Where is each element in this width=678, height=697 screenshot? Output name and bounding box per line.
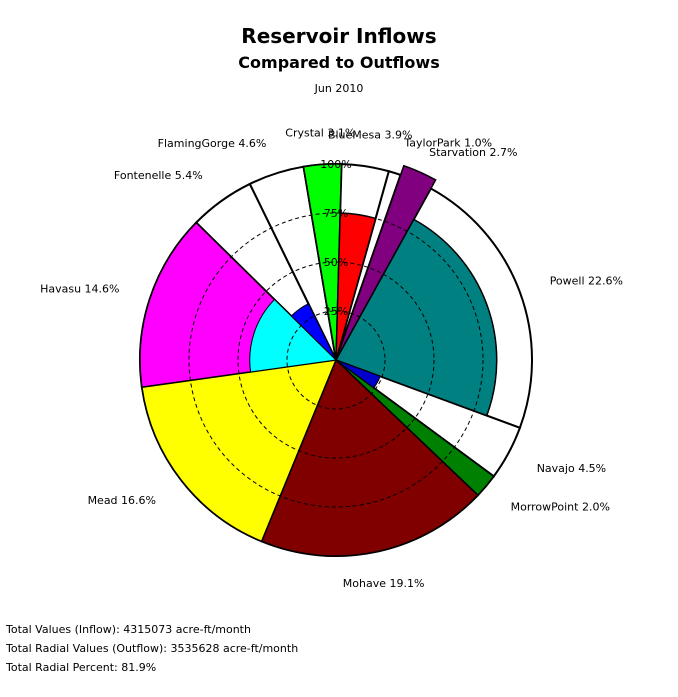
slice-label-mohave: Mohave 19.1% — [343, 577, 425, 590]
slice-label-crystal: Crystal 3.1% — [285, 127, 355, 140]
ring-1 — [286, 310, 386, 410]
ring-label: 100% — [320, 158, 351, 171]
footer-total-values: Total Values (Inflow): 4315073 acre-ft/m… — [6, 623, 251, 636]
inner-wedge-navajo — [335, 359, 381, 389]
wedge-mohave — [260, 358, 479, 557]
slice-label-navajo: Navajo 4.5% — [537, 462, 606, 475]
slice-label-flaminggorge: FlamingGorge 4.6% — [158, 137, 267, 150]
slice-label-morrowpoint: MorrowPoint 2.0% — [511, 501, 610, 514]
ring-label: 75% — [324, 207, 348, 220]
slice-label-fontenelle: Fontenelle 5.4% — [114, 169, 203, 182]
ring-label: 25% — [324, 305, 348, 318]
wedge-powell — [334, 218, 498, 417]
ring-label: 50% — [324, 256, 348, 269]
slice-label-bluemesa: BlueMesa 3.9% — [328, 129, 413, 142]
slice-label-havasu: Havasu 14.6% — [40, 283, 119, 296]
ring-3 — [188, 212, 484, 508]
ring-2 — [237, 261, 435, 459]
slice-label-starvation: Starvation 2.7% — [429, 146, 517, 159]
slice-label-taylorpark: TaylorPark 1.0% — [403, 137, 492, 150]
chart-title: Reservoir Inflows — [241, 24, 437, 48]
chart-date: Jun 2010 — [314, 82, 364, 95]
slice-label-mead: Mead 16.6% — [88, 494, 156, 507]
inner-wedge-fontenelle — [290, 302, 337, 361]
footer-total-radial-values: Total Radial Values (Outflow): 3535628 a… — [6, 642, 299, 655]
chart-subtitle: Compared to Outflows — [238, 53, 440, 72]
wedge-mead — [141, 359, 338, 543]
footer-total-radial-percent: Total Radial Percent: 81.9% — [6, 661, 157, 674]
slice-label-powell: Powell 22.6% — [550, 275, 623, 288]
wedge-starvation — [335, 164, 437, 361]
